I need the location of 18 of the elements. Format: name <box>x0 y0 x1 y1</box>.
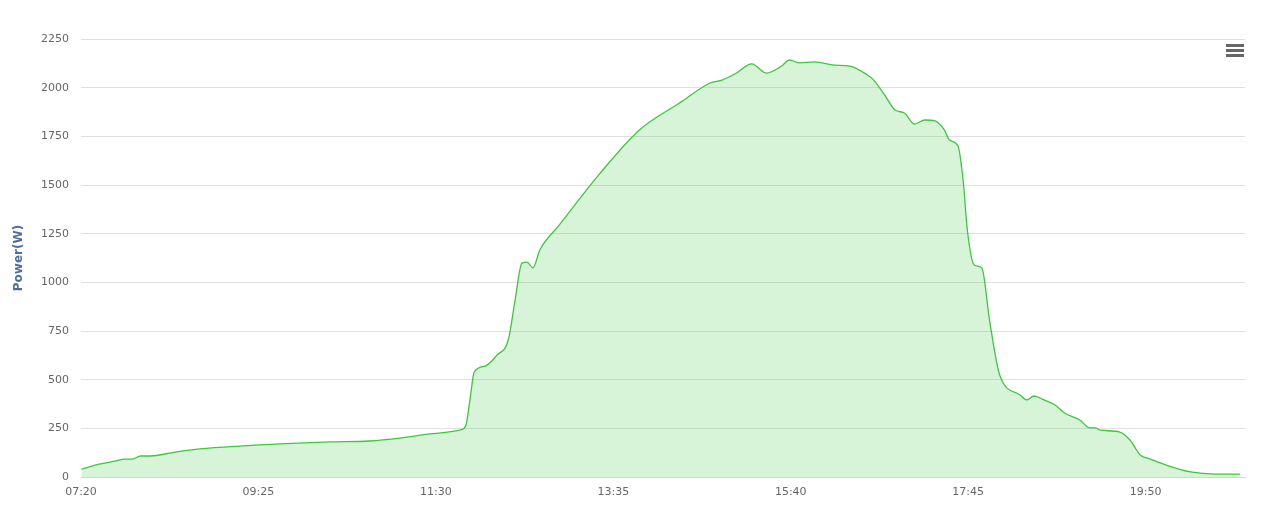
y-axis-title: Power(W) <box>11 224 26 292</box>
y-tick-label: 1000 <box>41 275 69 289</box>
x-tick-label: 07:20 <box>65 485 97 499</box>
x-tick-label: 15:40 <box>774 485 807 499</box>
x-tick-label: 17:45 <box>952 485 985 499</box>
y-tick-label: 1250 <box>41 226 69 240</box>
x-tick-label: 09:25 <box>242 485 275 499</box>
y-tick-label: 2000 <box>41 80 69 94</box>
y-tick-label: 1500 <box>41 177 69 191</box>
y-tick-label: 750 <box>48 323 69 337</box>
y-tick-label: 2250 <box>41 31 69 45</box>
x-tick-label: 13:35 <box>597 485 630 499</box>
x-tick-label: 11:30 <box>420 485 452 499</box>
y-tick-label: 1750 <box>41 129 69 143</box>
x-tick-label: 19:50 <box>1129 485 1162 499</box>
y-tick-label: 0 <box>62 469 69 483</box>
y-tick-label: 250 <box>48 421 69 435</box>
y-tick-label: 500 <box>48 372 69 386</box>
